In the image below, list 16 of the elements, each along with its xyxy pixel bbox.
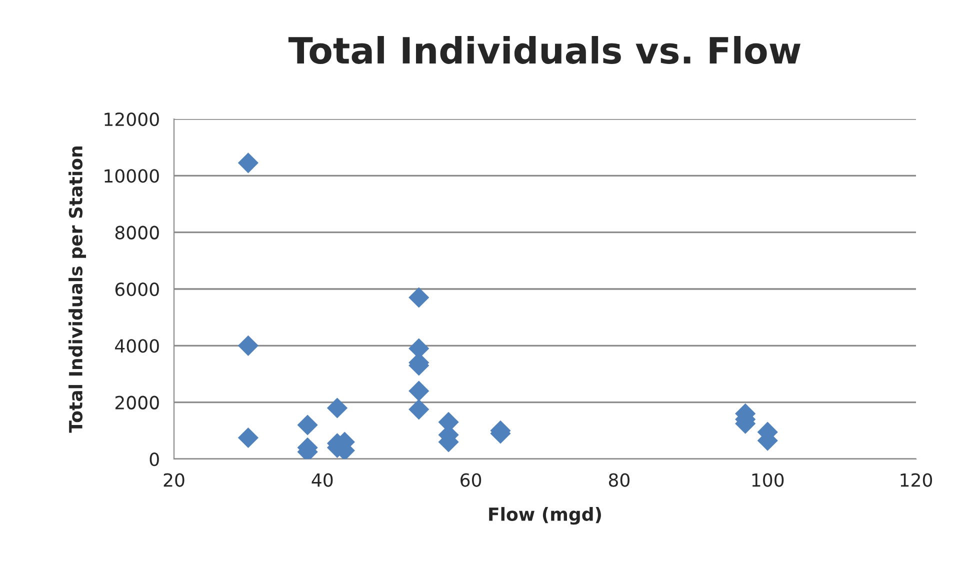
x-tick-label: 120: [900, 473, 932, 487]
y-tick-label: 10000: [104, 169, 159, 183]
y-axis-title: Total Individuals per Station: [68, 146, 86, 433]
x-tick-label: 60: [460, 473, 482, 487]
y-tick-label: 4000: [115, 339, 159, 353]
x-tick-label: 40: [312, 473, 333, 487]
y-tick-label: 2000: [115, 396, 159, 410]
x-tick-label: 80: [608, 473, 630, 487]
y-tick-label: 6000: [115, 282, 159, 296]
x-tick-label: 100: [752, 473, 784, 487]
chart-title: Total Individuals vs. Flow: [288, 36, 800, 64]
x-axis-title: Flow (mgd): [489, 507, 601, 525]
y-tick-label: 0: [150, 452, 159, 466]
x-tick-label: 20: [164, 473, 184, 487]
y-tick-label: 8000: [115, 226, 159, 240]
y-tick-label: 12000: [104, 112, 159, 126]
